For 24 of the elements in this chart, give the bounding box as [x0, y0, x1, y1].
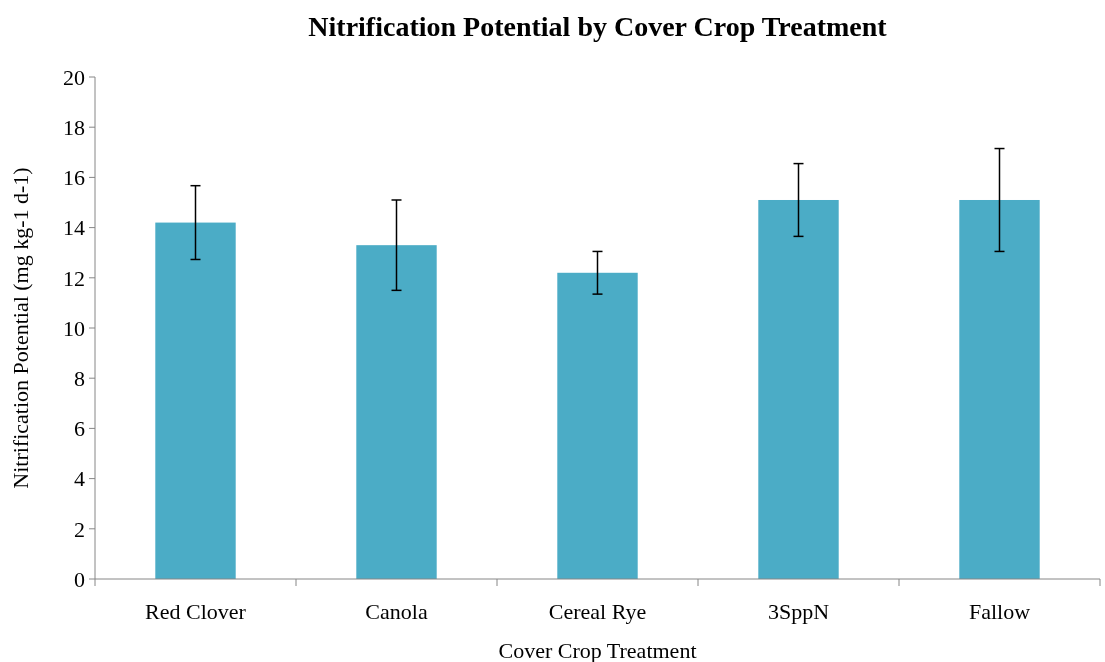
y-tick-label: 0: [74, 566, 85, 592]
bar: [356, 245, 437, 579]
y-axis-title: Nitrification Potential (mg kg-1 d-1): [8, 167, 33, 489]
bar: [557, 272, 638, 579]
y-tick-label: 14: [63, 215, 85, 241]
bar: [155, 222, 236, 579]
bar: [959, 199, 1040, 579]
x-tick-label: Cereal Rye: [548, 599, 647, 624]
x-axis-title: Cover Crop Treatment: [498, 638, 697, 662]
x-tick-label: Canola: [365, 599, 428, 624]
y-tick-label: 10: [63, 315, 85, 341]
y-tick-label: 12: [63, 265, 85, 291]
x-tick-label: Fallow: [968, 599, 1031, 624]
x-tick-label: Red Clover: [145, 599, 247, 624]
chart-title: Nitrification Potential by Cover Crop Treatment: [308, 11, 888, 42]
y-tick-label: 20: [63, 64, 85, 90]
y-tick-label: 6: [74, 416, 85, 442]
y-tick-label: 16: [63, 165, 85, 191]
y-tick-label: 2: [74, 516, 85, 542]
bar: [758, 199, 839, 579]
y-tick-label: 4: [74, 466, 85, 492]
x-tick-label: 3SppN: [767, 599, 830, 624]
y-tick-label: 18: [63, 114, 85, 140]
y-tick-label: 8: [74, 365, 85, 391]
